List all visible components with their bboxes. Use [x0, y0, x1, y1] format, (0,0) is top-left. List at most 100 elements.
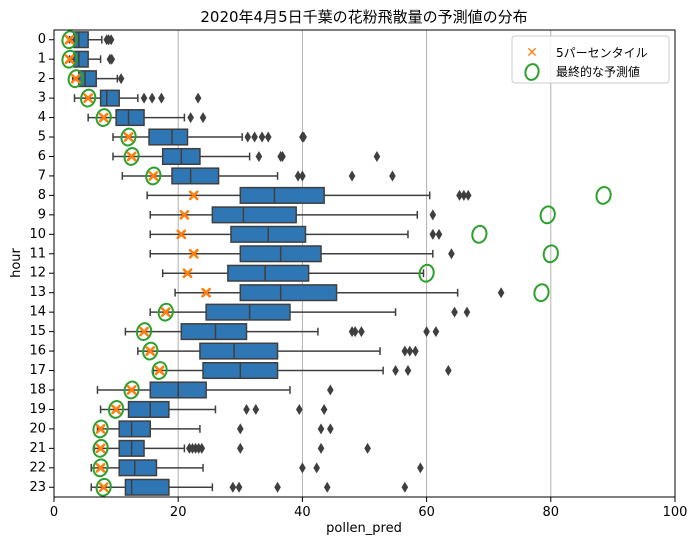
y-tick-label: 11 — [29, 246, 46, 261]
box — [205, 303, 291, 321]
legend-percentile-label: 5パーセンタイル — [556, 46, 648, 60]
outlier-point — [237, 423, 244, 435]
y-axis-label: hour — [9, 247, 24, 277]
box-group-hour-11 — [149, 245, 455, 263]
legend-percentile-marker: ✕ — [526, 45, 538, 61]
final-prediction-marker — [145, 166, 162, 186]
y-tick-label: 21 — [29, 441, 46, 456]
y-tick-label: 1 — [38, 52, 46, 67]
y-tick-label: 12 — [29, 266, 46, 281]
legend: ✕ 5パーセンタイル 最終的な予測値 — [511, 35, 670, 84]
outlier-point — [313, 462, 320, 474]
y-tick-label: 8 — [38, 188, 46, 203]
box — [115, 109, 145, 127]
x-tick-label: 100 — [663, 505, 688, 520]
final-prediction-marker — [533, 283, 550, 303]
x-tick-label: 40 — [294, 505, 311, 520]
chart-title: 2020年4月5日千葉の花粉飛散量の予測値の分布 — [200, 8, 527, 26]
outlier-point — [327, 423, 334, 435]
final-prediction-marker — [123, 380, 140, 400]
outlier-point — [323, 481, 331, 493]
outlier-point — [392, 365, 399, 377]
outlier-point — [187, 112, 194, 124]
final-prediction-marker — [471, 224, 488, 244]
final-prediction-marker — [95, 108, 112, 127]
final-prediction-marker — [595, 185, 612, 205]
outlier-point — [317, 423, 325, 435]
percentile-marker — [98, 112, 109, 123]
box — [239, 284, 338, 302]
x-tick-label: 60 — [418, 505, 435, 520]
y-tick-label: 13 — [29, 285, 46, 300]
percentile-marker — [70, 73, 81, 84]
box — [118, 459, 158, 477]
legend-final-label: 最終的な予測値 — [556, 64, 640, 79]
outlier-point — [258, 131, 266, 143]
percentile-marker — [139, 326, 149, 337]
box-group-hour-17 — [152, 361, 452, 380]
box-group-hour-13 — [174, 284, 505, 302]
legend-final-marker — [524, 63, 540, 81]
box — [180, 323, 248, 341]
markers — [61, 30, 612, 497]
box — [99, 89, 120, 107]
final-prediction-marker — [418, 263, 435, 283]
outlier-point — [445, 365, 452, 377]
final-prediction-marker — [123, 147, 140, 166]
outlier-point — [251, 131, 258, 143]
y-tick-label: 10 — [29, 227, 46, 242]
outlier-point — [351, 326, 359, 338]
percentile-marker — [126, 385, 137, 395]
outlier-point — [401, 345, 409, 357]
box — [239, 186, 325, 204]
final-prediction-marker — [95, 477, 112, 497]
y-tick-label: 0 — [38, 32, 46, 47]
box — [118, 420, 152, 438]
x-axis-label: pollen_pred — [326, 521, 402, 536]
final-prediction-marker — [61, 49, 78, 69]
outlier-point — [148, 92, 156, 104]
y-tick-label: 2 — [38, 71, 46, 86]
outlier-point — [406, 345, 414, 357]
y-tick-label: 17 — [29, 363, 46, 378]
box — [127, 400, 170, 418]
outlier-point — [348, 170, 356, 182]
box-group-hour-1 — [68, 50, 116, 68]
x-axis: 0 20 40 60 80 100 — [50, 497, 688, 520]
outlier-point — [108, 53, 116, 65]
outlier-point — [279, 150, 286, 162]
box-group-hour-0 — [68, 31, 115, 49]
box — [227, 264, 310, 282]
outlier-point — [158, 92, 165, 104]
percentile-marker — [188, 248, 199, 259]
final-prediction-marker — [92, 438, 109, 458]
outlier-point — [235, 481, 243, 493]
box — [171, 167, 220, 185]
final-prediction-marker — [539, 205, 556, 225]
box-group-hour-18 — [96, 381, 334, 399]
outlier-point — [274, 481, 281, 493]
outlier-point — [401, 481, 409, 493]
y-tick-label: 16 — [29, 344, 46, 359]
x-tick-label: 20 — [170, 505, 187, 520]
y-tick-label: 19 — [29, 402, 46, 417]
outlier-point — [255, 150, 263, 162]
outlier-point — [432, 326, 440, 338]
box-group-hour-16 — [137, 342, 419, 360]
final-prediction-marker — [142, 341, 159, 361]
outlier-point — [423, 326, 430, 338]
final-prediction-marker — [151, 361, 168, 380]
box-group-hour-20 — [96, 420, 334, 438]
percentile-marker — [148, 171, 159, 181]
box — [124, 478, 170, 496]
outlier-point — [429, 209, 437, 221]
y-tick-label: 3 — [38, 91, 46, 106]
outlier-point — [229, 481, 237, 493]
y-tick-label: 9 — [38, 207, 46, 222]
outlier-point — [317, 442, 325, 454]
y-tick-label: 5 — [38, 130, 46, 145]
plot-frame — [53, 29, 676, 498]
outlier-point — [448, 248, 455, 260]
box-group-hour-21 — [93, 439, 371, 457]
box-group-hour-6 — [112, 147, 381, 166]
